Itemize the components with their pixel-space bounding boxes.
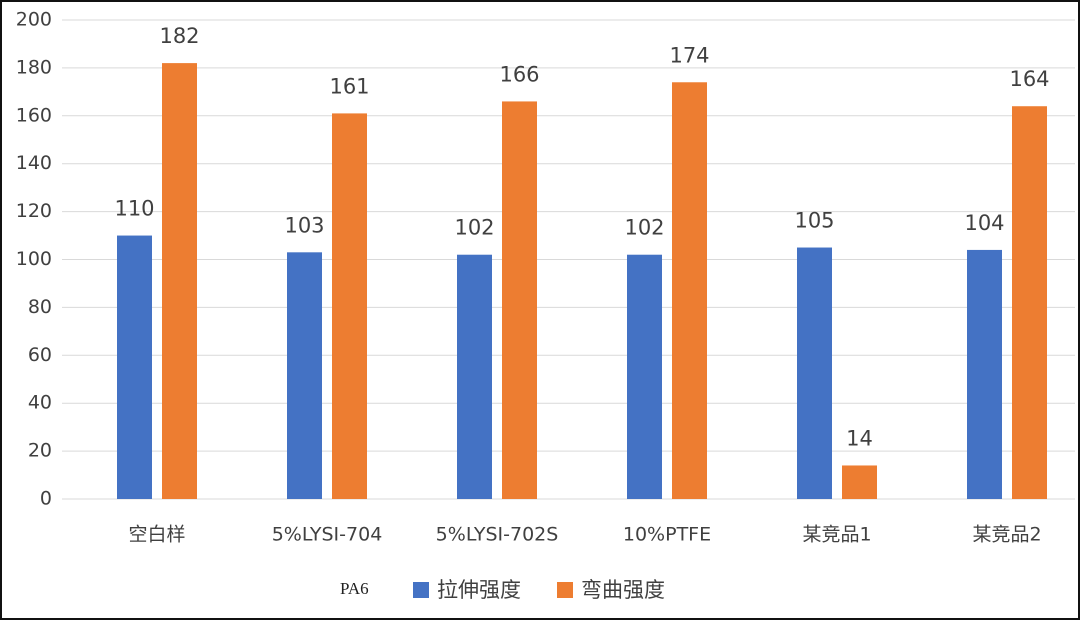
legend-swatch — [557, 582, 573, 598]
bar — [332, 113, 367, 499]
bar — [502, 101, 537, 500]
data-label: 103 — [284, 213, 324, 237]
y-tick-label: 60 — [28, 344, 52, 366]
data-label: 174 — [669, 43, 709, 67]
x-tick-label: 某竞品1 — [802, 524, 871, 546]
series-note: PA6 — [340, 579, 369, 598]
y-tick-label: 0 — [40, 488, 52, 510]
bar — [967, 249, 1002, 499]
data-label: 14 — [846, 426, 873, 450]
bar — [842, 465, 877, 499]
legend-label: 拉伸强度 — [437, 578, 521, 602]
x-tick-label: 5%LYSI-704 — [272, 524, 383, 546]
data-label: 102 — [454, 216, 494, 240]
bar — [287, 252, 322, 499]
data-label: 166 — [499, 62, 539, 86]
x-tick-label: 空白样 — [128, 524, 185, 546]
bar — [1012, 106, 1047, 499]
bar — [457, 254, 492, 499]
legend-label: 弯曲强度 — [581, 578, 665, 602]
data-label: 110 — [114, 197, 154, 221]
bar — [797, 247, 832, 499]
y-tick-label: 160 — [16, 104, 52, 126]
bar — [627, 254, 662, 499]
y-tick-label: 140 — [16, 152, 52, 174]
y-tick-label: 180 — [16, 56, 52, 78]
y-tick-label: 40 — [28, 392, 52, 414]
y-tick-label: 80 — [28, 296, 52, 318]
bar — [672, 82, 707, 500]
data-label: 182 — [159, 24, 199, 48]
data-label: 102 — [624, 216, 664, 240]
x-tick-label: 10%PTFE — [623, 524, 711, 546]
x-tick-label: 某竞品2 — [972, 524, 1041, 546]
y-tick-label: 100 — [16, 248, 52, 270]
bar — [117, 235, 152, 500]
data-label: 105 — [794, 209, 834, 233]
y-tick-label: 200 — [16, 9, 52, 31]
data-label: 104 — [964, 211, 1004, 235]
data-label: 164 — [1009, 67, 1049, 91]
data-label: 161 — [329, 74, 369, 98]
legend-swatch — [413, 582, 429, 598]
x-tick-label: 5%LYSI-702S — [436, 524, 559, 546]
y-tick-label: 20 — [28, 440, 52, 462]
y-tick-label: 120 — [16, 200, 52, 222]
bar — [162, 63, 197, 500]
